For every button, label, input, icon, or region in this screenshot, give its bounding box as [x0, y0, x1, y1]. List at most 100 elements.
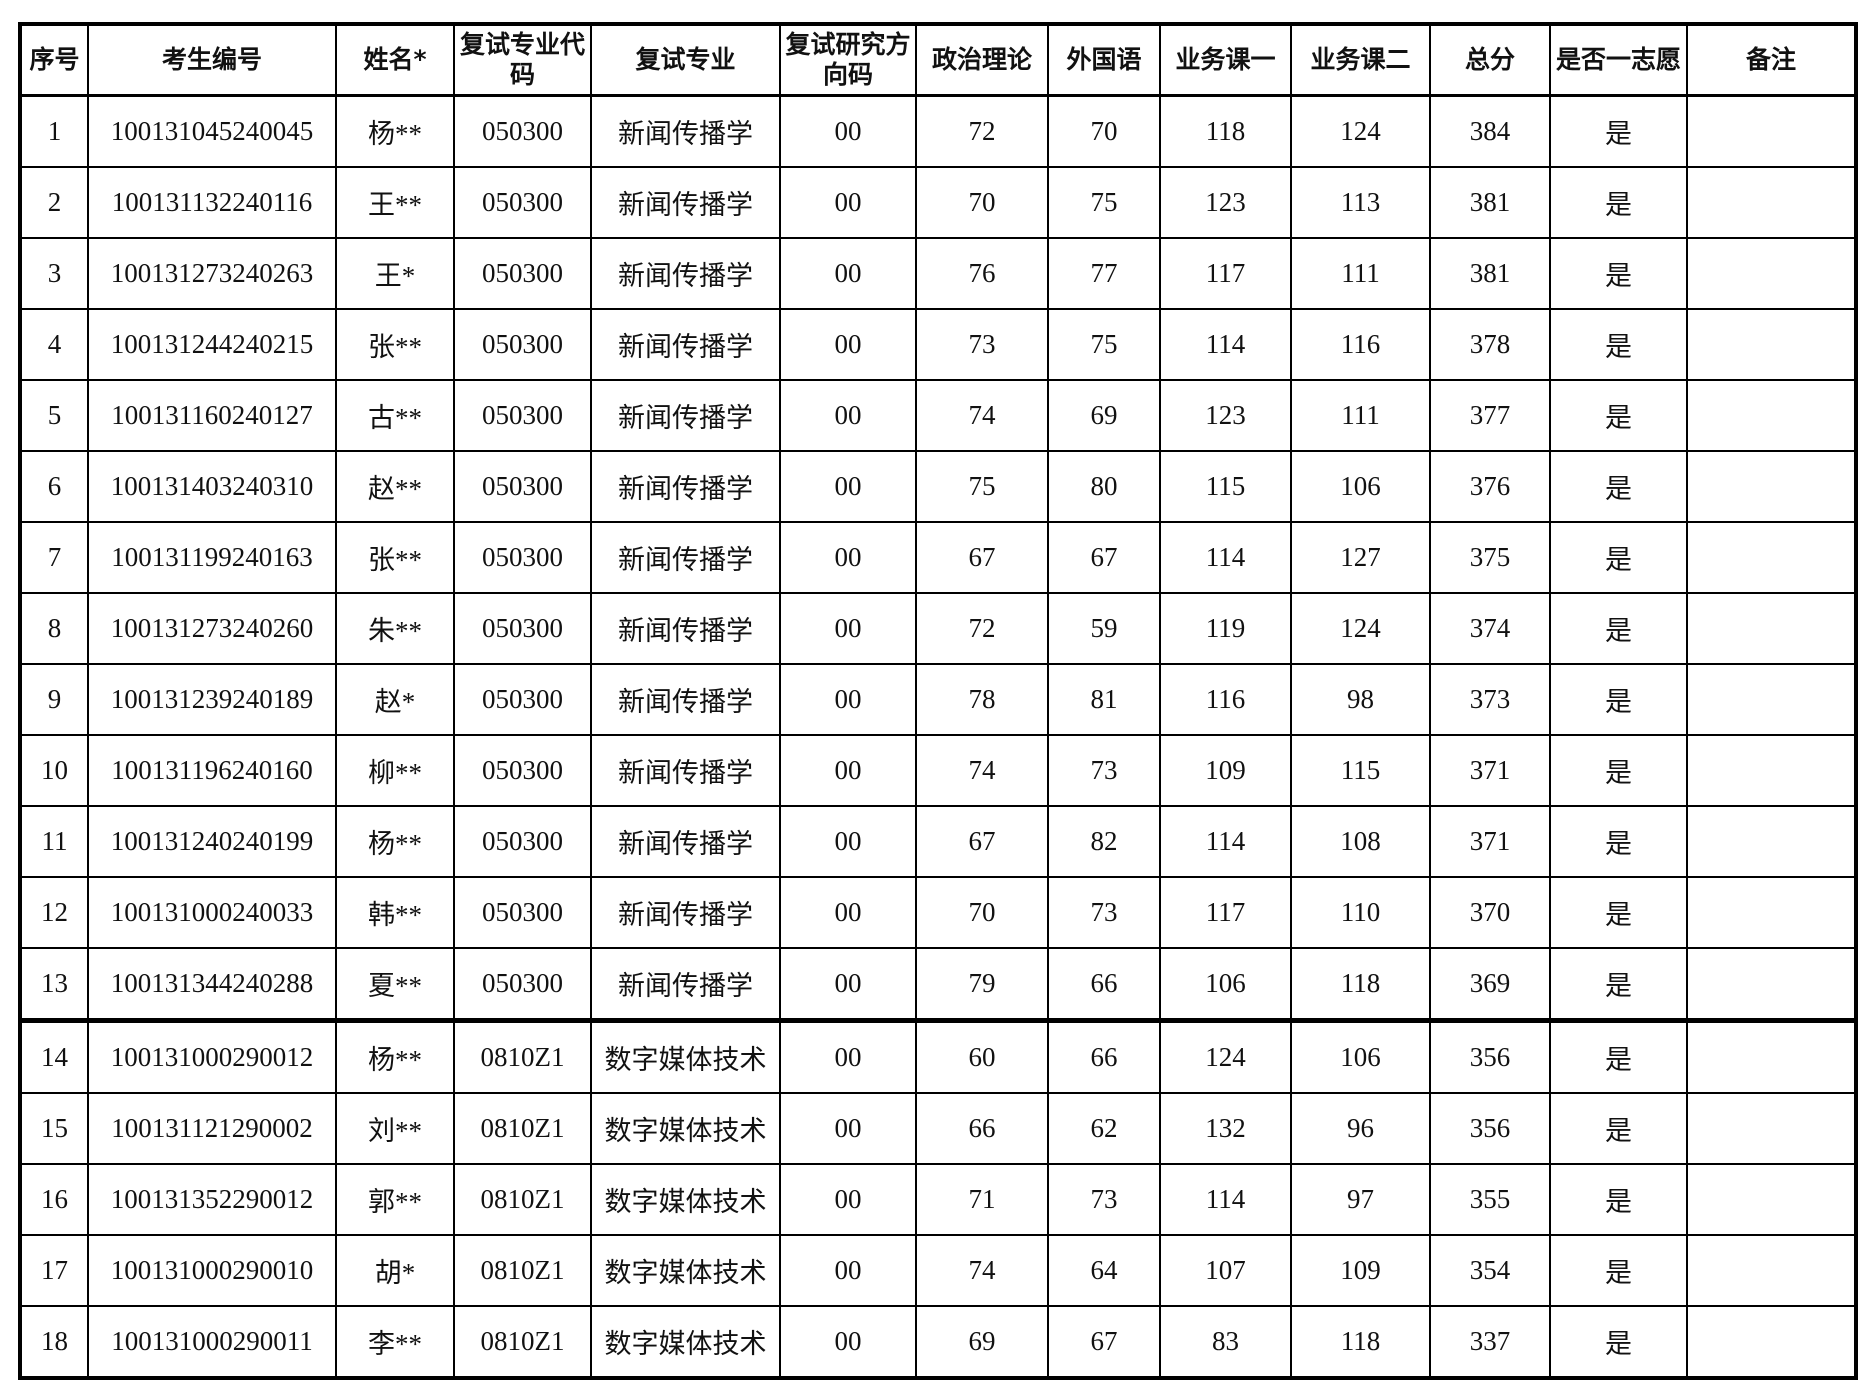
cell-name: 柳** [335, 734, 455, 807]
cell-candidate-id: 100131344240288 [87, 947, 337, 1023]
cell-course-2: 96 [1290, 1092, 1431, 1165]
cell-candidate-id: 100131240240199 [87, 805, 337, 878]
cell-total: 384 [1429, 94, 1551, 168]
table-row: 2 100131132240116 王** 050300 新闻传播学 00 70 75 123 1… [19, 166, 1857, 239]
cell-politics: 70 [915, 876, 1049, 949]
cell-politics: 72 [915, 592, 1049, 665]
cell-seq: 4 [19, 308, 89, 381]
cell-first-choice: 是 [1549, 663, 1688, 736]
cell-seq: 6 [19, 450, 89, 523]
cell-major-code: 050300 [453, 805, 592, 878]
cell-major: 新闻传播学 [590, 876, 781, 949]
cell-total: 378 [1429, 308, 1551, 381]
table-row: 8 100131273240260 朱** 050300 新闻传播学 00 72 59 119 1… [19, 592, 1857, 665]
header-total: 总分 [1429, 23, 1551, 97]
cell-course-1: 132 [1159, 1092, 1292, 1165]
table-header-row: 序号 考生编号 姓名* 复试专业代码 复试专业 复试研究方向码 政治理论 外国语 业务课一 业务课… [19, 23, 1857, 97]
cell-course-2: 108 [1290, 805, 1431, 878]
cell-major: 新闻传播学 [590, 592, 781, 665]
table-row: 14 100131000290012 杨** 0810Z1 数字媒体技术 00 60 66 12… [19, 1019, 1857, 1094]
cell-candidate-id: 100131244240215 [87, 308, 337, 381]
cell-remarks [1686, 166, 1857, 239]
cell-remarks [1686, 237, 1857, 310]
table-row: 3 100131273240263 王* 050300 新闻传播学 00 76 77 117 11… [19, 237, 1857, 310]
cell-course-2: 111 [1290, 379, 1431, 452]
admission-score-table: 序号 考生编号 姓名* 复试专业代码 复试专业 复试研究方向码 政治理论 外国语 业务课一 业务课… [18, 22, 1858, 1380]
cell-politics: 79 [915, 947, 1049, 1023]
cell-name: 韩** [335, 876, 455, 949]
cell-first-choice: 是 [1549, 734, 1688, 807]
header-candidate-id: 考生编号 [87, 23, 337, 97]
cell-candidate-id: 100131121290002 [87, 1092, 337, 1165]
cell-total: 355 [1429, 1163, 1551, 1236]
cell-course-2: 113 [1290, 166, 1431, 239]
cell-foreign-language: 67 [1047, 521, 1161, 594]
cell-remarks [1686, 1305, 1857, 1379]
cell-first-choice: 是 [1549, 1305, 1688, 1379]
cell-seq: 16 [19, 1163, 89, 1236]
cell-foreign-language: 73 [1047, 1163, 1161, 1236]
cell-course-1: 114 [1159, 521, 1292, 594]
cell-candidate-id: 100131000240033 [87, 876, 337, 949]
table-row: 6 100131403240310 赵** 050300 新闻传播学 00 75 80 115 1… [19, 450, 1857, 523]
cell-first-choice: 是 [1549, 947, 1688, 1023]
cell-politics: 74 [915, 379, 1049, 452]
cell-direction-code: 00 [779, 379, 917, 452]
cell-remarks [1686, 94, 1857, 168]
cell-total: 356 [1429, 1019, 1551, 1094]
cell-direction-code: 00 [779, 663, 917, 736]
cell-major: 数字媒体技术 [590, 1092, 781, 1165]
cell-major-code: 050300 [453, 876, 592, 949]
cell-remarks [1686, 592, 1857, 665]
table-row: 5 100131160240127 古** 050300 新闻传播学 00 74 69 123 1… [19, 379, 1857, 452]
cell-first-choice: 是 [1549, 308, 1688, 381]
cell-major-code: 050300 [453, 379, 592, 452]
cell-seq: 15 [19, 1092, 89, 1165]
cell-major-code: 050300 [453, 94, 592, 168]
cell-remarks [1686, 1234, 1857, 1307]
cell-seq: 11 [19, 805, 89, 878]
cell-total: 354 [1429, 1234, 1551, 1307]
cell-seq: 10 [19, 734, 89, 807]
cell-course-1: 117 [1159, 876, 1292, 949]
header-course-2: 业务课二 [1290, 23, 1431, 97]
cell-direction-code: 00 [779, 166, 917, 239]
cell-foreign-language: 67 [1047, 1305, 1161, 1379]
cell-course-1: 106 [1159, 947, 1292, 1023]
header-name: 姓名* [335, 23, 455, 97]
header-course-1: 业务课一 [1159, 23, 1292, 97]
cell-first-choice: 是 [1549, 521, 1688, 594]
cell-seq: 18 [19, 1305, 89, 1379]
cell-major: 新闻传播学 [590, 734, 781, 807]
cell-total: 381 [1429, 166, 1551, 239]
cell-course-2: 106 [1290, 1019, 1431, 1094]
cell-course-2: 118 [1290, 947, 1431, 1023]
cell-total: 381 [1429, 237, 1551, 310]
cell-first-choice: 是 [1549, 805, 1688, 878]
header-seq: 序号 [19, 23, 89, 97]
cell-major-code: 0810Z1 [453, 1234, 592, 1307]
cell-first-choice: 是 [1549, 592, 1688, 665]
cell-major: 新闻传播学 [590, 450, 781, 523]
cell-foreign-language: 59 [1047, 592, 1161, 665]
cell-course-1: 119 [1159, 592, 1292, 665]
cell-foreign-language: 75 [1047, 166, 1161, 239]
cell-major: 新闻传播学 [590, 237, 781, 310]
cell-major: 新闻传播学 [590, 379, 781, 452]
cell-major-code: 0810Z1 [453, 1163, 592, 1236]
cell-course-1: 83 [1159, 1305, 1292, 1379]
cell-foreign-language: 69 [1047, 379, 1161, 452]
cell-major: 新闻传播学 [590, 308, 781, 381]
cell-politics: 76 [915, 237, 1049, 310]
cell-seq: 13 [19, 947, 89, 1023]
cell-course-2: 118 [1290, 1305, 1431, 1379]
cell-name: 赵** [335, 450, 455, 523]
cell-direction-code: 00 [779, 521, 917, 594]
cell-remarks [1686, 876, 1857, 949]
cell-major: 新闻传播学 [590, 521, 781, 594]
cell-candidate-id: 100131160240127 [87, 379, 337, 452]
cell-course-2: 127 [1290, 521, 1431, 594]
cell-politics: 60 [915, 1019, 1049, 1094]
cell-foreign-language: 70 [1047, 94, 1161, 168]
header-major-code: 复试专业代码 [453, 23, 592, 97]
